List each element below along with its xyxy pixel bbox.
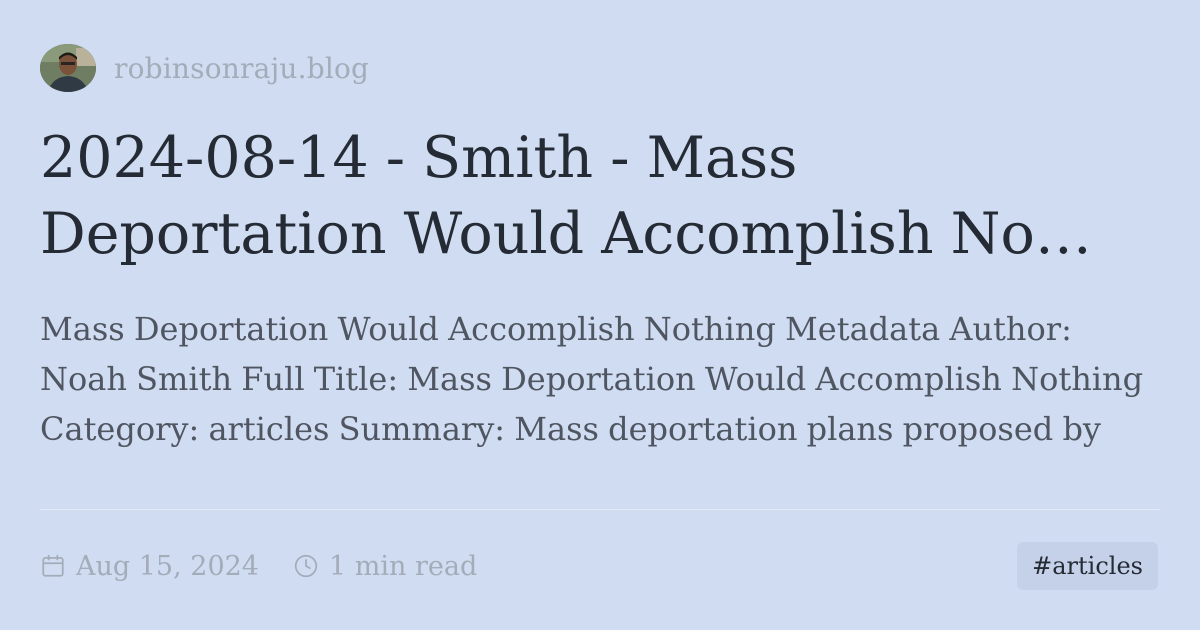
tag-articles[interactable]: #articles <box>1017 542 1158 590</box>
post-title[interactable]: 2024-08-14 - Smith - Mass Deportation Wo… <box>40 125 1092 267</box>
post-date-text: Aug 15, 2024 <box>76 550 259 582</box>
divider <box>40 509 1160 510</box>
og-card: robinsonraju.blog 2024-08-14 - Smith - M… <box>40 44 1160 592</box>
clock-icon <box>294 554 318 578</box>
site-name[interactable]: robinsonraju.blog <box>114 51 370 85</box>
post-excerpt: Mass Deportation Would Accomplish Nothin… <box>40 310 1144 448</box>
avatar <box>40 44 96 92</box>
post-date: Aug 15, 2024 <box>40 551 259 582</box>
read-time: 1 min read <box>293 551 477 582</box>
calendar-icon <box>42 554 64 577</box>
read-time-text: 1 min read <box>329 550 478 582</box>
post-meta: Aug 15, 2024 1 min read #articles <box>40 542 1160 590</box>
site-header: robinsonraju.blog <box>40 44 1160 92</box>
